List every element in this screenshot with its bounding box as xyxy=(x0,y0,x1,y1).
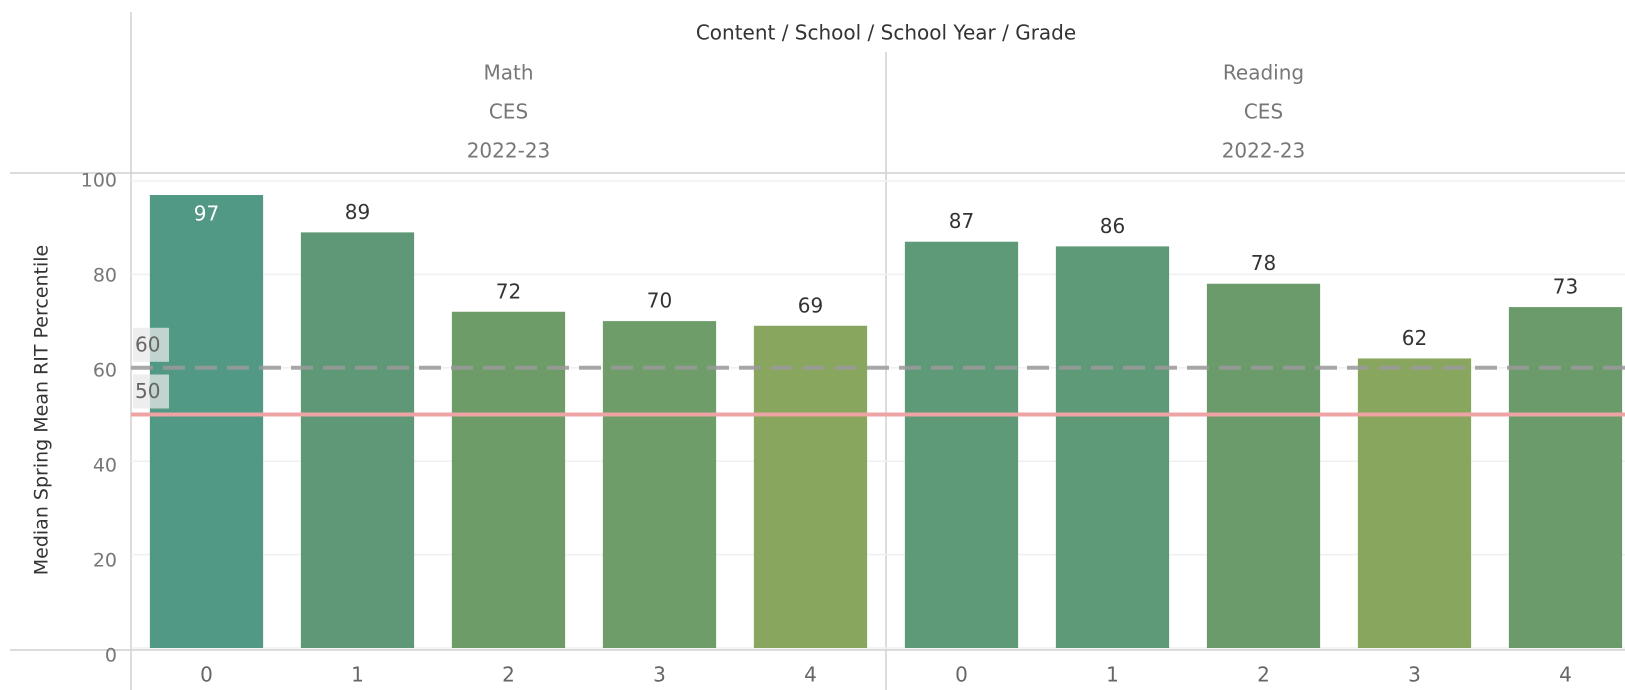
data-label: 78 xyxy=(1251,251,1276,275)
y-tick-label: 40 xyxy=(93,455,117,477)
bar xyxy=(1206,283,1321,648)
x-tick-label: 4 xyxy=(1559,663,1572,687)
panel-header: Reading xyxy=(1223,61,1304,85)
data-label: 69 xyxy=(798,293,823,317)
x-tick-label: 3 xyxy=(1408,663,1421,687)
panel-header: CES xyxy=(1244,100,1283,124)
x-tick-label: 1 xyxy=(351,663,364,687)
y-tick-label: 100 xyxy=(81,170,117,192)
chart-title: Content / School / School Year / Grade xyxy=(696,21,1076,45)
bar xyxy=(1357,358,1472,648)
x-tick-label: 0 xyxy=(955,663,968,687)
x-tick-label: 2 xyxy=(502,663,515,687)
bar xyxy=(1508,307,1623,648)
reference-label-box xyxy=(133,327,169,362)
reference-label: 50 xyxy=(135,379,160,403)
reference-label: 60 xyxy=(135,332,160,356)
y-axis-label: Median Spring Mean RIT Percentile xyxy=(31,245,53,576)
bar xyxy=(149,195,264,648)
data-label: 89 xyxy=(345,200,370,224)
bar xyxy=(904,241,1019,648)
y-tick-label: 0 xyxy=(105,645,117,667)
x-tick-label: 3 xyxy=(653,663,666,687)
x-tick-label: 4 xyxy=(804,663,817,687)
y-tick-label: 60 xyxy=(93,360,117,382)
x-tick-label: 0 xyxy=(200,663,213,687)
data-label: 97 xyxy=(194,202,219,226)
data-label: 86 xyxy=(1100,214,1125,238)
x-tick-label: 1 xyxy=(1106,663,1119,687)
reference-label-box xyxy=(133,374,169,409)
bar xyxy=(1055,246,1170,648)
x-tick-label: 2 xyxy=(1257,663,1270,687)
bar xyxy=(451,311,566,648)
bar xyxy=(602,321,717,648)
bar xyxy=(753,325,868,648)
data-label: 87 xyxy=(949,209,974,233)
data-label: 72 xyxy=(496,279,521,303)
bar xyxy=(300,232,415,648)
data-label: 62 xyxy=(1402,326,1427,350)
panel-header: CES xyxy=(489,100,528,124)
data-label: 70 xyxy=(647,289,672,313)
panel-header: 2022-23 xyxy=(1222,139,1306,163)
data-label: 73 xyxy=(1553,275,1578,299)
y-tick-label: 80 xyxy=(93,265,117,287)
panel-header: Math xyxy=(483,61,533,85)
panel-header: 2022-23 xyxy=(467,139,551,163)
y-tick-label: 20 xyxy=(93,550,117,572)
